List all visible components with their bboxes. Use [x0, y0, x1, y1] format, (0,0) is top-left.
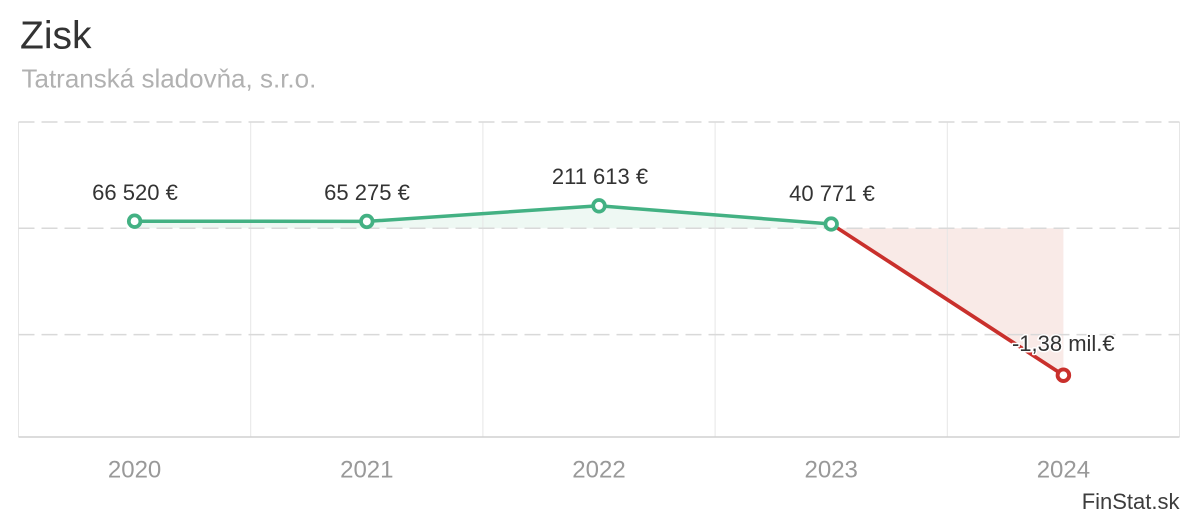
svg-text:65 275 €: 65 275 € — [324, 180, 410, 205]
svg-text:2023: 2023 — [805, 457, 858, 484]
svg-text:2024: 2024 — [1037, 457, 1090, 484]
svg-text:66 520 €: 66 520 € — [92, 180, 178, 205]
svg-text:2020: 2020 — [108, 457, 161, 484]
svg-text:2021: 2021 — [340, 457, 393, 484]
svg-text:2022: 2022 — [572, 457, 625, 484]
svg-text:-1,38 mil.€: -1,38 mil.€ — [1012, 331, 1115, 356]
svg-text:Tatranská sladovňa, s.r.o.: Tatranská sladovňa, s.r.o. — [22, 63, 317, 93]
svg-text:211 613 €: 211 613 € — [552, 164, 648, 189]
svg-text:FinStat.sk: FinStat.sk — [1082, 489, 1181, 514]
svg-text:40 771 €: 40 771 € — [789, 181, 875, 206]
svg-text:Zisk: Zisk — [20, 15, 92, 58]
